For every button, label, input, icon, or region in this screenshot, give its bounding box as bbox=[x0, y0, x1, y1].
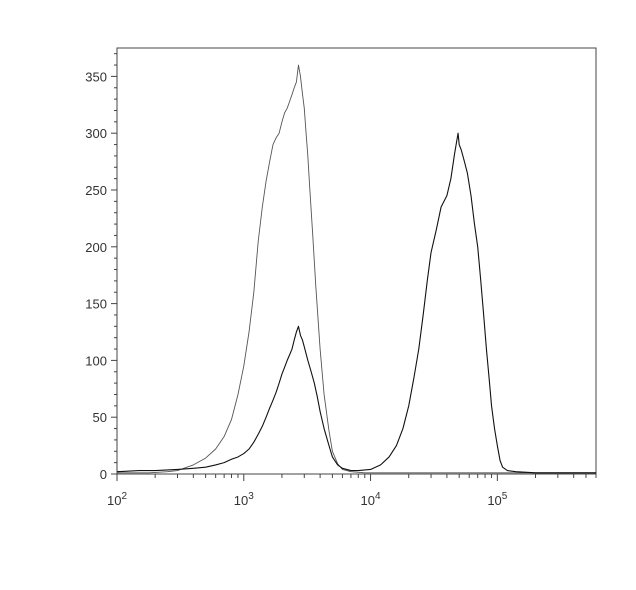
series-layer bbox=[116, 64, 596, 474]
y-tick-label: 100 bbox=[85, 353, 107, 368]
y-tick-label: 0 bbox=[100, 467, 107, 482]
plot-area bbox=[116, 47, 597, 475]
plot-frame bbox=[116, 47, 597, 475]
histogram-series-1 bbox=[117, 64, 596, 474]
y-tick-label: 300 bbox=[85, 126, 107, 141]
y-tick-label: 250 bbox=[85, 183, 107, 198]
x-tick-label: 104 bbox=[361, 491, 381, 508]
x-tick-label: 102 bbox=[107, 491, 127, 508]
y-tick-label: 200 bbox=[85, 240, 107, 255]
axes: 0 50 100 150 200 250 300 350 102 103 104 105 bbox=[85, 53, 597, 508]
y-tick-label: 350 bbox=[85, 69, 107, 84]
histogram-series-2 bbox=[116, 132, 596, 474]
x-tick-label: 105 bbox=[487, 491, 507, 508]
y-tick-label: 150 bbox=[85, 297, 107, 312]
x-tick-label: 103 bbox=[234, 491, 254, 508]
y-tick-label: 50 bbox=[93, 410, 107, 425]
